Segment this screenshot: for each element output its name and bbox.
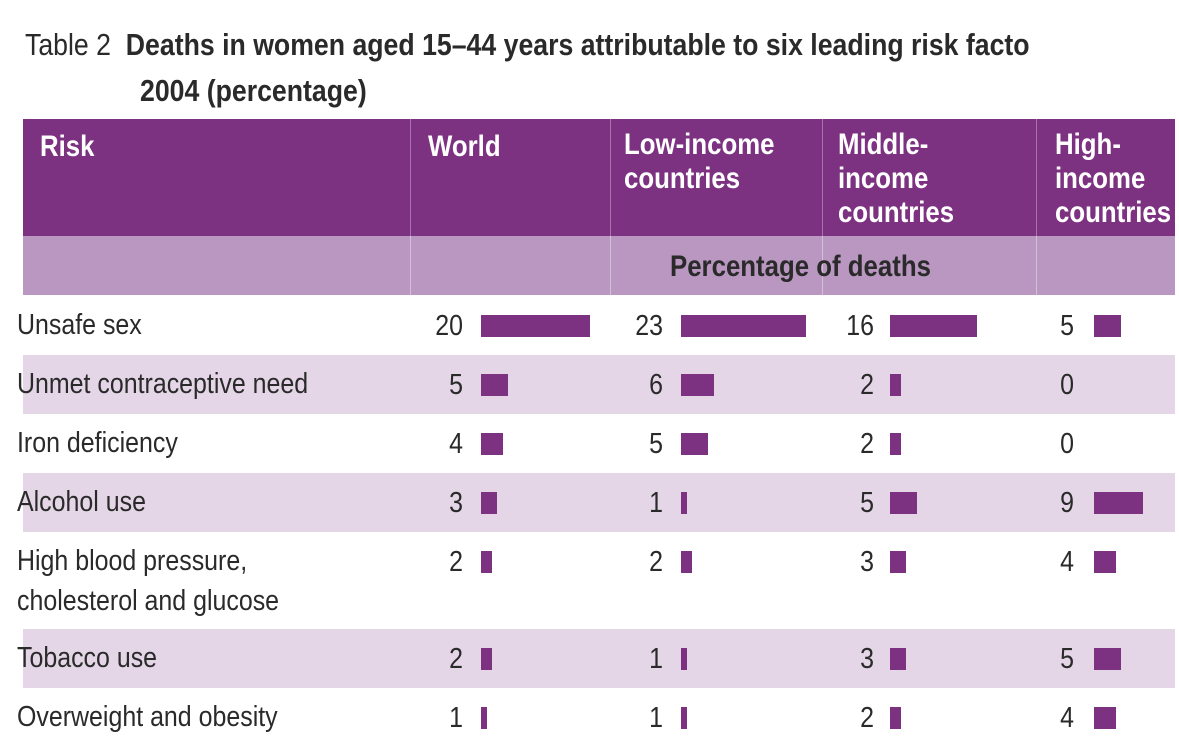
value-label: 9 <box>1060 487 1074 519</box>
header-high-income: High- income countries <box>1055 128 1172 229</box>
table-row <box>23 355 1179 414</box>
value-label: 2 <box>449 546 463 578</box>
column-divider <box>610 236 611 295</box>
value-bar <box>481 551 492 573</box>
table-row <box>23 414 1179 473</box>
table-row <box>23 629 1179 688</box>
value-bar <box>681 315 806 337</box>
value-bar <box>481 492 497 514</box>
table-subheader <box>23 236 1179 295</box>
value-bar <box>1094 551 1116 573</box>
title-line-1: Table 2 Deaths in women aged 15–44 years… <box>25 27 1030 63</box>
value-bar <box>481 315 590 337</box>
value-bar <box>681 707 687 729</box>
value-label: 0 <box>1060 428 1074 460</box>
value-label: 5 <box>860 487 874 519</box>
value-label: 3 <box>860 643 874 675</box>
header-middle-income: Middle- income countries <box>838 128 955 229</box>
column-divider <box>610 119 611 236</box>
value-label: 16 <box>846 310 874 342</box>
value-label: 1 <box>649 487 663 519</box>
table-label: Table 2 <box>25 27 111 62</box>
value-label: 5 <box>1060 643 1074 675</box>
value-label: 2 <box>860 702 874 734</box>
value-label: 1 <box>649 643 663 675</box>
value-label: 6 <box>649 369 663 401</box>
header-world: World <box>428 130 501 163</box>
value-bar <box>481 374 508 396</box>
value-label: 1 <box>449 702 463 734</box>
value-bar <box>1094 707 1116 729</box>
risk-label: High blood pressure, cholesterol and glu… <box>17 545 280 617</box>
risk-label: Overweight and obesity <box>17 701 278 733</box>
value-bar <box>481 433 503 455</box>
value-bar <box>681 492 687 514</box>
value-label: 2 <box>649 546 663 578</box>
title-text: Deaths in women aged 15–44 years attribu… <box>125 27 1030 62</box>
title-line-2: 2004 (percentage) <box>140 73 367 108</box>
column-divider <box>1036 119 1037 236</box>
value-bar <box>1094 492 1143 514</box>
value-bar <box>890 551 906 573</box>
value-label: 4 <box>1060 546 1074 578</box>
value-label: 3 <box>860 546 874 578</box>
right-edge-mask <box>1175 0 1179 729</box>
value-bar <box>1094 315 1121 337</box>
column-divider <box>822 236 823 295</box>
value-bar <box>681 433 708 455</box>
value-label: 0 <box>1060 369 1074 401</box>
value-label: 20 <box>435 310 463 342</box>
value-label: 4 <box>1060 702 1074 734</box>
value-label: 5 <box>449 369 463 401</box>
value-label: 3 <box>449 487 463 519</box>
subheader-label: Percentage of deaths <box>670 250 931 283</box>
column-divider <box>410 119 411 236</box>
column-divider <box>1036 236 1037 295</box>
value-bar <box>681 648 687 670</box>
value-bar <box>890 374 901 396</box>
value-bar <box>890 315 977 337</box>
value-bar <box>890 492 917 514</box>
value-bar <box>890 707 901 729</box>
header-risk: Risk <box>40 130 95 163</box>
risk-label: Iron deficiency <box>17 427 178 459</box>
value-label: 2 <box>860 369 874 401</box>
value-bar <box>890 433 901 455</box>
risk-label: Alcohol use <box>17 486 146 518</box>
value-bar <box>681 551 692 573</box>
value-bar <box>481 707 487 729</box>
value-bar <box>1094 648 1121 670</box>
value-label: 5 <box>649 428 663 460</box>
value-bar <box>681 374 714 396</box>
table-row <box>23 296 1179 355</box>
value-label: 4 <box>449 428 463 460</box>
value-bar <box>890 648 906 670</box>
value-label: 5 <box>1060 310 1074 342</box>
value-bar <box>481 648 492 670</box>
table-row <box>23 473 1179 532</box>
value-label: 1 <box>649 702 663 734</box>
value-label: 23 <box>635 310 663 342</box>
value-label: 2 <box>449 643 463 675</box>
risk-label: Unmet contraceptive need <box>17 368 309 400</box>
value-label: 2 <box>860 428 874 460</box>
column-divider <box>822 119 823 236</box>
header-low-income: Low-income countries <box>624 128 775 195</box>
table-header <box>23 119 1179 236</box>
risk-label: Unsafe sex <box>17 309 142 341</box>
column-divider <box>410 236 411 295</box>
risk-label: Tobacco use <box>17 642 158 674</box>
